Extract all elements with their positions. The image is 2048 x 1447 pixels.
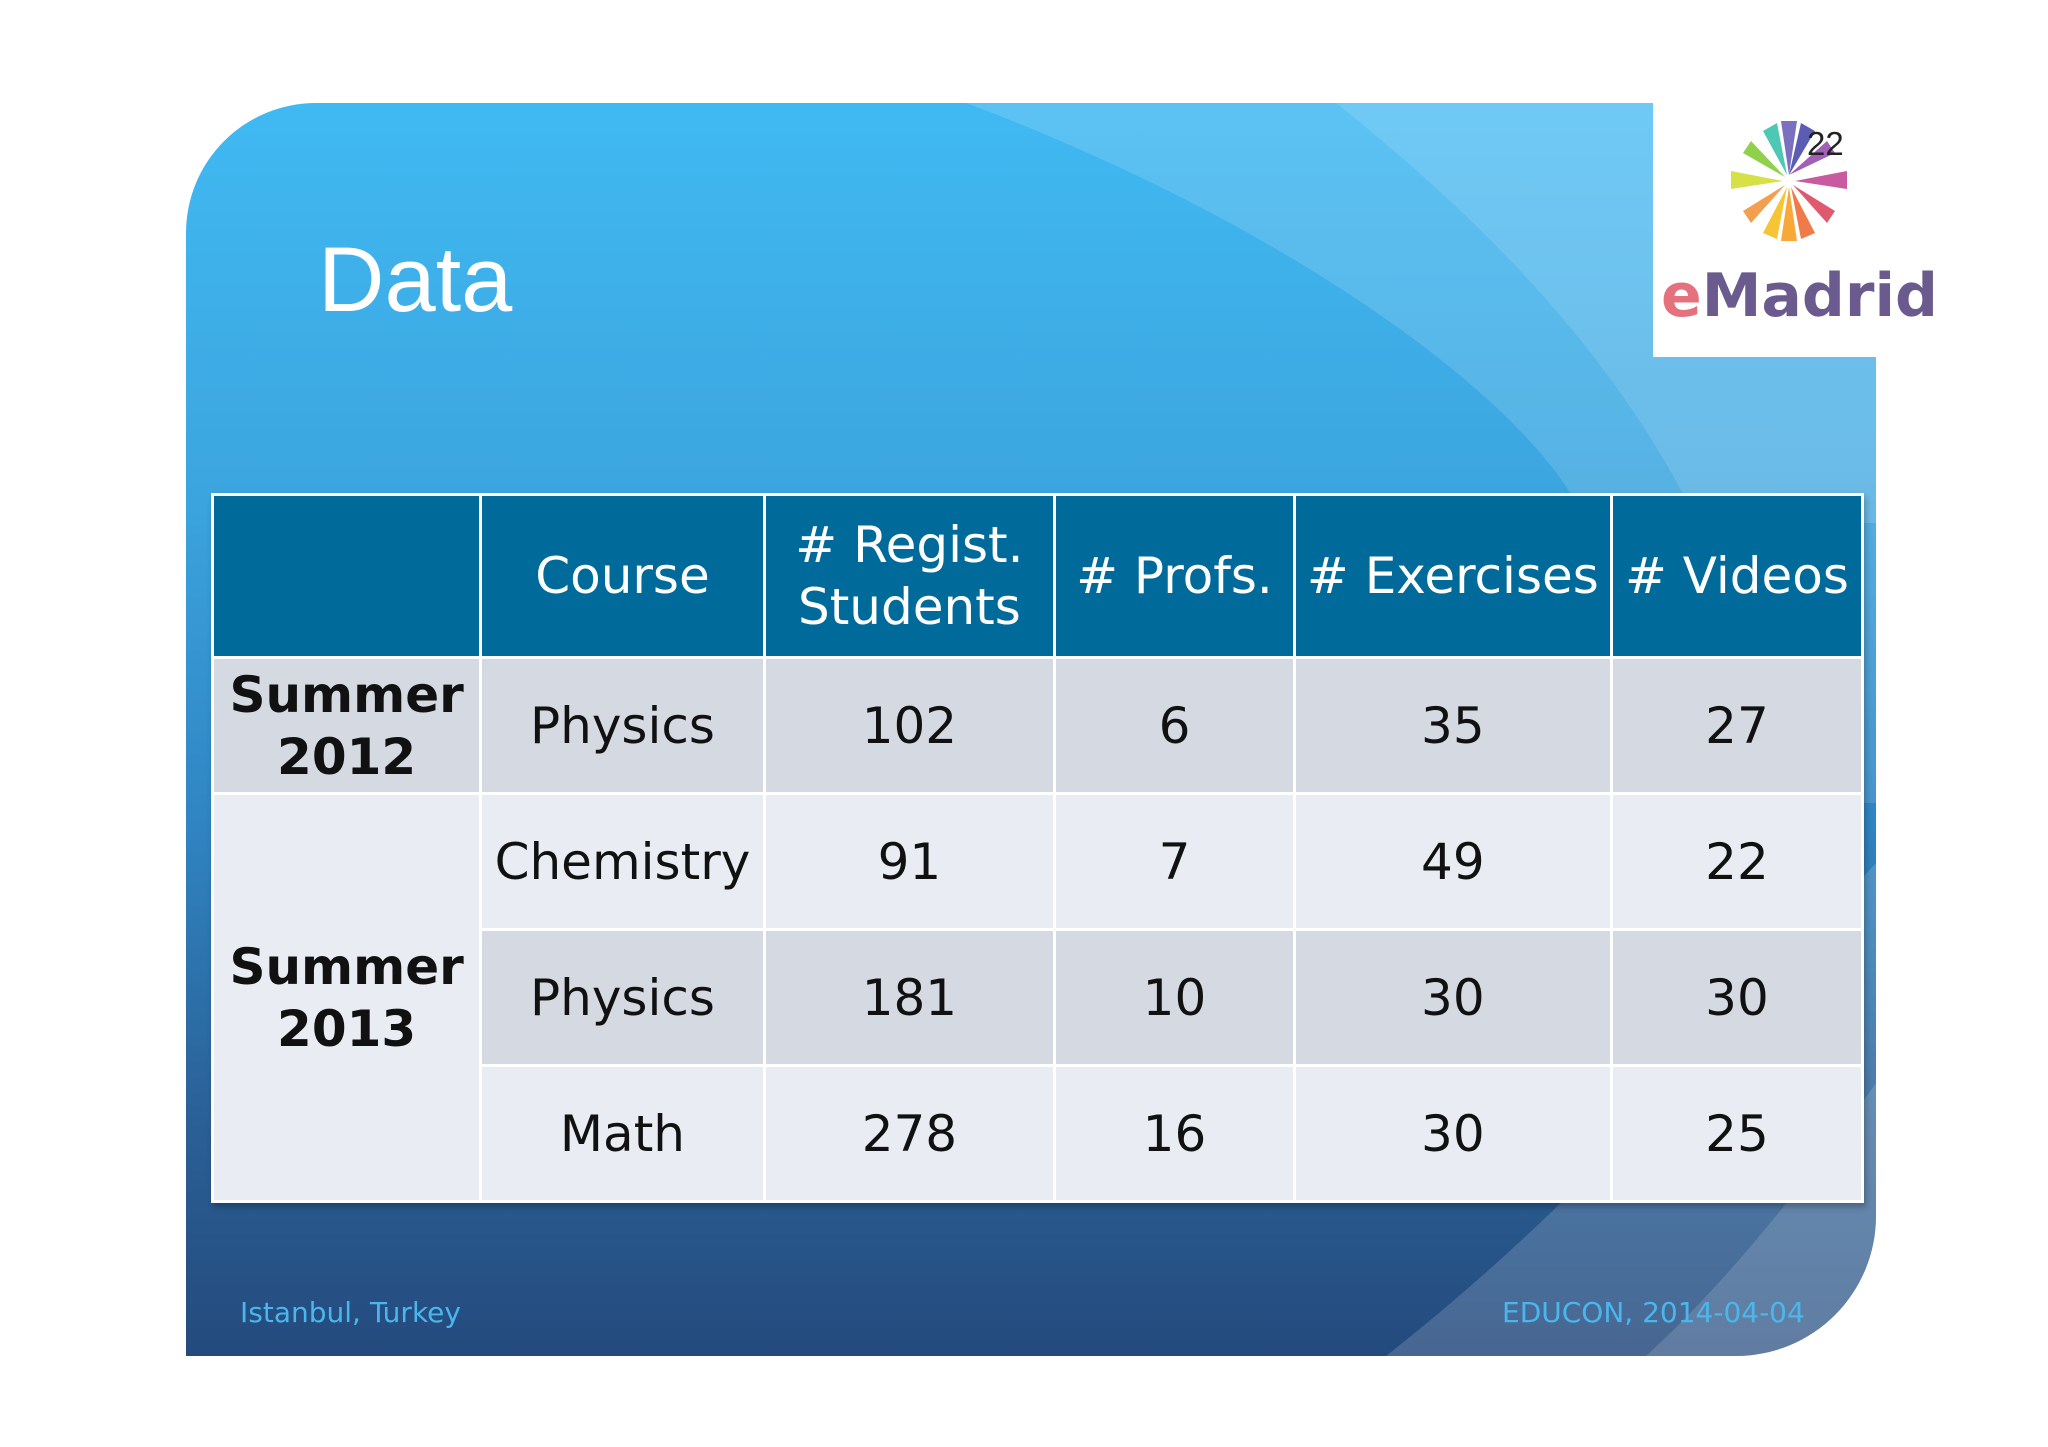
table-header-row: Course # Regist. Students # Profs. # Exe… — [210, 493, 1865, 659]
slide-title: Data — [318, 229, 513, 331]
course-data-table: Course # Regist. Students # Profs. # Exe… — [210, 493, 1865, 1203]
videos-cell: 25 — [1609, 1064, 1865, 1203]
header-videos: # Videos — [1609, 493, 1865, 659]
exercises-cell: 49 — [1292, 792, 1613, 931]
exercises-cell: 30 — [1292, 1064, 1613, 1203]
header-course: Course — [479, 493, 766, 659]
students-cell: 102 — [762, 656, 1057, 795]
videos-cell: 22 — [1609, 792, 1865, 931]
table-row: Summer 2012 Physics 102 6 35 27 — [210, 656, 1865, 795]
footer-location: Istanbul, Turkey — [240, 1296, 461, 1329]
students-cell: 181 — [762, 928, 1057, 1067]
exercises-cell: 35 — [1292, 656, 1613, 795]
emadrid-wordmark: eMadrid — [1661, 261, 1938, 331]
students-cell: 278 — [762, 1064, 1057, 1203]
slide-number: 22 — [1807, 125, 1844, 162]
table-row: Summer 2013 Chemistry 91 7 49 22 — [210, 792, 1865, 1203]
period-cell: Summer 2013 — [210, 792, 483, 1203]
table-row: Physics 181 10 30 30 — [212, 928, 1865, 1067]
profs-cell: 7 — [1053, 792, 1296, 931]
emadrid-star-icon — [1731, 121, 1847, 241]
course-cell: Math — [479, 1064, 766, 1203]
videos-cell: 30 — [1609, 928, 1865, 1067]
course-cell: Chemistry — [479, 792, 766, 931]
period-cell: Summer 2012 — [210, 656, 483, 795]
table-row: Math 278 16 30 25 — [212, 1064, 1865, 1203]
header-profs: # Profs. — [1053, 493, 1296, 659]
profs-cell: 16 — [1053, 1064, 1296, 1203]
emadrid-logo: 22 eMadrid — [1653, 103, 1938, 357]
students-cell: 91 — [762, 792, 1057, 931]
videos-cell: 27 — [1609, 656, 1865, 795]
course-cell: Physics — [479, 656, 766, 795]
header-period — [210, 493, 483, 659]
course-cell: Physics — [479, 928, 766, 1067]
profs-cell: 10 — [1053, 928, 1296, 1067]
header-exercises: # Exercises — [1292, 493, 1613, 659]
profs-cell: 6 — [1053, 656, 1296, 795]
header-registered-students: # Regist. Students — [762, 493, 1057, 659]
footer-event: EDUCON, 2014-04-04 — [1502, 1296, 1805, 1329]
exercises-cell: 30 — [1292, 928, 1613, 1067]
